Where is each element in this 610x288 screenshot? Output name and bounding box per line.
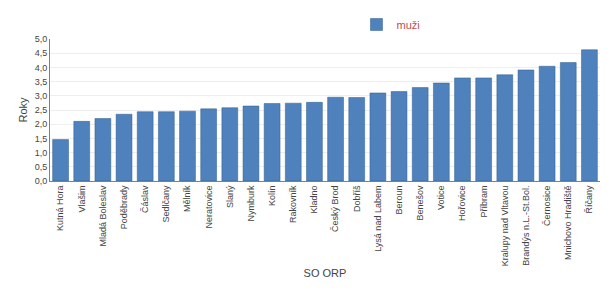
svg-text:Votice: Votice (436, 186, 446, 211)
svg-text:1,5: 1,5 (35, 134, 48, 144)
svg-text:Hořovice: Hořovice (457, 186, 467, 222)
svg-text:4,5: 4,5 (35, 48, 48, 58)
svg-text:Kralupy nad Vltavou: Kralupy nad Vltavou (500, 186, 510, 267)
svg-text:Mělník: Mělník (182, 185, 192, 212)
svg-text:Český Brod: Český Brod (331, 186, 341, 233)
svg-text:Dobříš: Dobříš (352, 185, 362, 212)
svg-text:Mnichovo Hradiště: Mnichovo Hradiště (563, 186, 573, 261)
svg-text:Příbram: Příbram (479, 186, 489, 218)
svg-text:Lysá nad Labem: Lysá nad Labem (373, 186, 383, 252)
svg-text:Neratovice: Neratovice (204, 186, 214, 229)
svg-text:Slaný: Slaný (225, 185, 235, 208)
svg-text:Kutná Hora: Kutná Hora (56, 186, 66, 232)
svg-text:1,0: 1,0 (35, 148, 48, 158)
svg-text:4,0: 4,0 (35, 63, 48, 73)
svg-text:Mladá Boleslav: Mladá Boleslav (98, 185, 108, 247)
svg-text:Poděbrady: Poděbrady (119, 185, 129, 229)
svg-text:Roky: Roky (17, 97, 29, 123)
svg-text:Nymburk: Nymburk (246, 185, 256, 222)
svg-text:Brandýs n.L.-St.Bol.: Brandýs n.L.-St.Bol. (521, 186, 531, 266)
svg-text:Vlašim: Vlašim (77, 186, 87, 213)
svg-text:Kladno: Kladno (309, 186, 319, 214)
svg-text:Říčany: Říčany (584, 185, 594, 214)
svg-text:SO ORP: SO ORP (304, 267, 347, 279)
svg-text:0,5: 0,5 (35, 162, 48, 172)
svg-text:2,0: 2,0 (35, 119, 48, 129)
svg-text:muži: muži (397, 19, 420, 31)
svg-text:3,5: 3,5 (35, 77, 48, 87)
svg-text:Rakovník: Rakovník (288, 185, 298, 223)
svg-text:Benešov: Benešov (415, 185, 425, 221)
svg-text:0,0: 0,0 (35, 176, 48, 186)
svg-text:Černosice: Černosice (542, 186, 552, 227)
svg-text:Beroun: Beroun (394, 186, 404, 215)
svg-text:3,0: 3,0 (35, 91, 48, 101)
svg-text:2,5: 2,5 (35, 105, 48, 115)
svg-text:5,0: 5,0 (35, 34, 48, 44)
svg-text:Čáslav: Čáslav (140, 185, 150, 213)
svg-text:Sedlčany: Sedlčany (161, 185, 171, 223)
svg-text:Kolín: Kolín (267, 186, 277, 207)
